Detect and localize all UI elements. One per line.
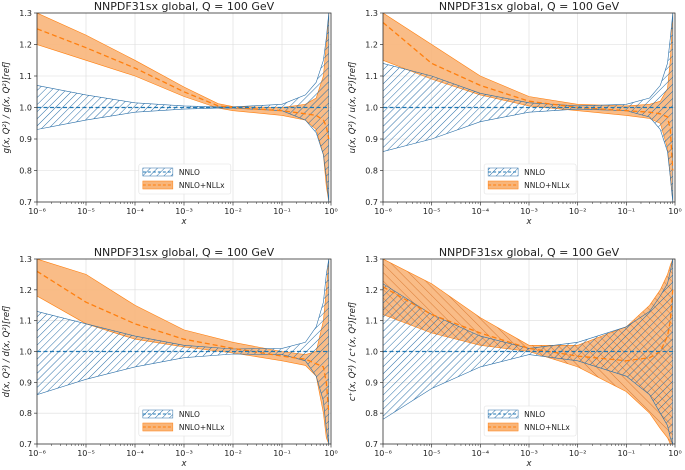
x-tick-label: 10⁻³ [520,449,538,458]
x-tick-label: 10⁰ [324,207,337,216]
legend: NNLO NNLO+NLLx [138,163,232,195]
nnlo-nllx-band [37,13,330,202]
plot-content [383,13,674,202]
y-tick-label: 1.2 [19,286,32,295]
x-tick-label: 10⁻³ [520,207,538,216]
plot-content [37,13,330,202]
x-tick-label: 10⁻⁴ [126,449,144,458]
y-tick-label: 1.2 [19,41,32,50]
y-tick-label: 0.9 [19,135,32,144]
y-tick-label: 1.3 [365,255,378,264]
x-tick-label: 10⁻⁴ [126,207,144,216]
y-tick-label: 0.7 [365,198,378,207]
y-tick-label: 0.8 [365,409,378,418]
panel-2: 0.7 0.8 0.9 1.0 1.1 1.2 1.3 10⁻⁶ 10⁻⁵ 10⁻⁴ 10⁻³ 10⁻… [348,0,682,227]
x-axis-label: x [525,459,532,469]
x-tick-label: 10⁻¹ [273,207,291,216]
y-tick-label: 0.8 [19,409,32,418]
x-tick-label: 10⁻⁵ [77,449,95,458]
x-tick-label: 10⁻³ [175,207,193,216]
y-tick-label: 1.1 [19,72,32,81]
y-tick-label: 1.0 [365,348,378,357]
legend: NNLO NNLO+NLLx [138,405,232,437]
x-axis-label: x [180,217,187,227]
y-tick-label: 1.0 [19,104,32,113]
x-tick-label: 10⁻⁴ [472,449,490,458]
x-tick-label: 10⁻⁶ [374,449,392,458]
y-axis-label: g(x, Q²) / g(x, Q²)[ref] [2,62,12,154]
y-tick-label: 0.9 [19,378,32,387]
x-axis-label: x [525,217,532,227]
y-tick-label: 0.9 [365,135,378,144]
x-tick-label: 10⁻⁶ [28,449,46,458]
x-tick-label: 10⁻³ [175,449,193,458]
plot-content [37,259,330,444]
y-axis-label: u(x, Q²) / u(x, Q²)[ref] [348,62,358,154]
y-tick-label: 1.3 [19,255,32,264]
y-tick-label: 1.1 [19,317,32,326]
legend-label-nllx: NNLO+NLLx [524,423,570,432]
legend-label-nnlo: NNLO [524,410,545,419]
y-tick-label: 1.3 [19,9,32,18]
y-tick-label: 1.0 [365,104,378,113]
y-tick-label: 1.2 [365,286,378,295]
x-tick-label: 10⁻⁵ [77,207,95,216]
x-axis-label: x [180,459,187,469]
panel-title: NNPDF31sx global, Q = 100 GeV [94,246,275,259]
legend: NNLO NNLO+NLLx [483,163,577,195]
x-tick-label: 10⁻⁶ [374,207,392,216]
panel-title: NNPDF31sx global, Q = 100 GeV [94,0,275,13]
y-tick-label: 1.2 [365,41,378,50]
panel-3: 0.7 0.8 0.9 1.0 1.1 1.2 1.3 10⁻⁶ 10⁻⁵ 10⁻⁴ 10⁻³ 10⁻… [2,246,338,469]
panel-1: 0.7 0.8 0.9 1.0 1.1 1.2 1.3 10⁻⁶ 10⁻⁵ 10⁻⁴ 10⁻³ 10⁻… [2,0,338,227]
x-tick-label: 10⁻² [569,449,587,458]
x-tick-label: 10⁰ [668,449,681,458]
y-tick-label: 0.8 [19,167,32,176]
y-tick-label: 0.7 [365,440,378,449]
y-tick-label: 1.1 [365,317,378,326]
y-tick-label: 0.8 [365,167,378,176]
y-axis-label: d(x, Q²) / d(x, Q²)[ref] [2,306,12,398]
x-tick-label: 10⁻⁵ [423,449,441,458]
panel-4: 0.7 0.8 0.9 1.0 1.1 1.2 1.3 10⁻⁶ 10⁻⁵ 10⁻⁴ 10⁻³ 10⁻… [348,246,682,469]
x-tick-label: 10⁻⁴ [472,207,490,216]
y-tick-label: 1.3 [365,9,378,18]
legend: NNLO NNLO+NLLx [483,405,577,437]
legend-label-nllx: NNLO+NLLx [179,423,225,432]
x-tick-label: 10⁻⁶ [28,207,46,216]
y-tick-label: 1.1 [365,72,378,81]
y-axis-label: c⁺(x, Q²) / c⁺(x, Q²)[ref] [348,302,358,401]
panel-title: NNPDF31sx global, Q = 100 GeV [439,0,620,13]
legend-label-nllx: NNLO+NLLx [524,181,570,190]
nnlo-nllx-hatch-overlay [383,259,673,444]
x-tick-label: 10⁻² [569,207,587,216]
panel-title: NNPDF31sx global, Q = 100 GeV [439,246,620,259]
nnlo-nllx-central-line [383,22,674,171]
nnlo-nllx-central-line [37,28,330,140]
x-tick-label: 10⁻¹ [273,449,291,458]
nnlo-nllx-central-line [383,286,674,362]
x-tick-label: 10⁻¹ [618,449,636,458]
legend-label-nnlo: NNLO [179,168,200,177]
legend-label-nllx: NNLO+NLLx [179,181,225,190]
y-tick-label: 0.7 [19,440,32,449]
y-tick-label: 0.9 [365,378,378,387]
x-tick-label: 10⁻² [224,207,242,216]
legend-label-nnlo: NNLO [179,410,200,419]
x-tick-label: 10⁻¹ [618,207,636,216]
x-tick-label: 10⁻⁵ [423,207,441,216]
legend-label-nnlo: NNLO [524,168,545,177]
x-tick-label: 10⁻² [224,449,242,458]
y-tick-label: 1.0 [19,348,32,357]
x-tick-label: 10⁰ [668,207,681,216]
plot-content [383,259,674,444]
x-tick-label: 10⁰ [324,449,337,458]
y-tick-label: 0.7 [19,198,32,207]
